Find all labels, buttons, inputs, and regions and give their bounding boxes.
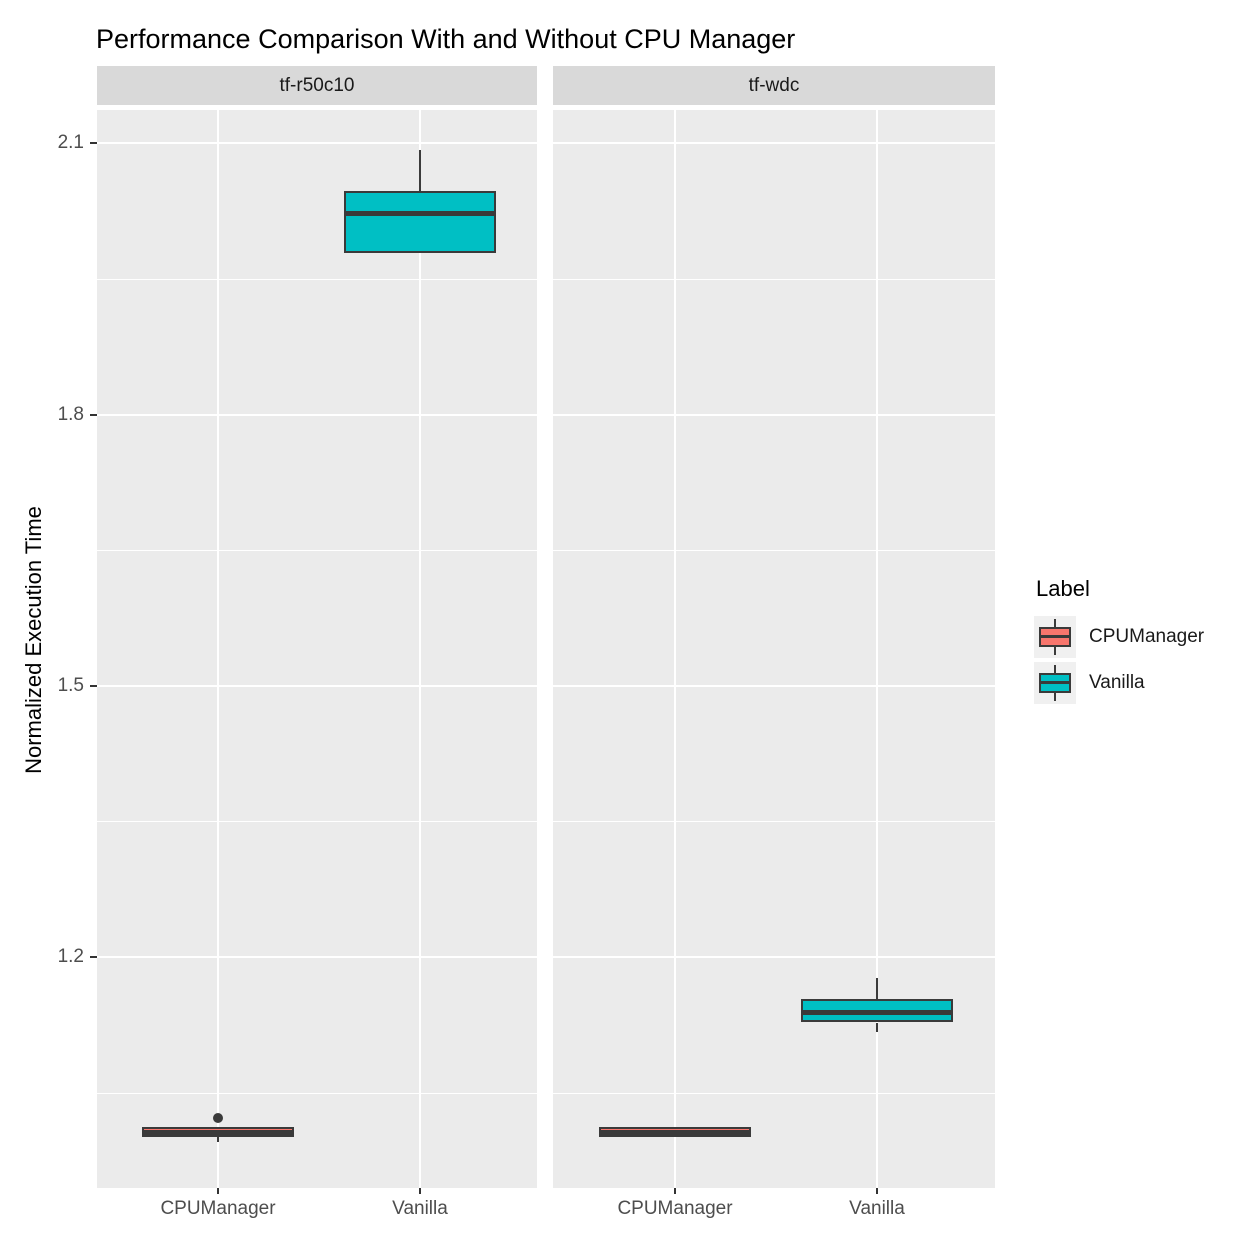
- legend-median-icon: [1039, 635, 1071, 638]
- major-gridline-horizontal: [97, 142, 537, 145]
- legend-median-icon: [1039, 681, 1071, 684]
- major-gridline-horizontal: [553, 956, 995, 959]
- y-tick-mark: [90, 685, 97, 687]
- x-tick-mark: [217, 1188, 219, 1194]
- legend: Label CPUManager Vanilla: [1034, 576, 1204, 708]
- facet-strip-label: tf-r50c10: [279, 74, 355, 96]
- boxplot-median-line: [142, 1130, 294, 1136]
- y-tick-mark: [90, 142, 97, 144]
- boxplot-median-line: [598, 1130, 751, 1136]
- major-gridline-horizontal: [97, 956, 537, 959]
- legend-entry-cpumanager: CPUManager: [1034, 616, 1204, 658]
- facet-strip-tf-r50c10: tf-r50c10: [97, 66, 537, 105]
- x-tick-label: CPUManager: [160, 1198, 276, 1219]
- major-gridline-horizontal: [97, 685, 537, 688]
- minor-gridline: [97, 549, 537, 551]
- y-tick-label: 1.5: [57, 675, 84, 696]
- y-tick-label: 2.1: [57, 132, 84, 153]
- whisker-upper: [418, 149, 421, 192]
- boxplot-median-line: [801, 1010, 954, 1016]
- y-tick-label: 1.2: [57, 946, 84, 967]
- y-tick-mark: [90, 956, 97, 958]
- minor-gridline: [97, 1092, 537, 1094]
- major-gridline-horizontal: [553, 413, 995, 416]
- facet-strip-label: tf-wdc: [748, 74, 800, 96]
- whisker-lower: [876, 1022, 879, 1033]
- major-gridline-horizontal: [97, 413, 537, 416]
- minor-gridline: [553, 1092, 995, 1094]
- minor-gridline: [97, 821, 537, 823]
- x-tick-label: CPUManager: [617, 1198, 733, 1219]
- outlier-point: [213, 1113, 223, 1124]
- x-tick-mark: [419, 1188, 421, 1194]
- major-gridline-horizontal: [553, 685, 995, 688]
- facet-panel-tf-wdc: [553, 110, 995, 1188]
- x-tick-label: Vanilla: [392, 1198, 448, 1219]
- major-gridline-vertical: [876, 110, 879, 1188]
- major-gridline-horizontal: [553, 142, 995, 145]
- legend-entry-vanilla: Vanilla: [1034, 662, 1204, 704]
- major-gridline-vertical: [673, 110, 676, 1188]
- y-axis-title: Normalized Execution Time: [21, 506, 46, 774]
- whisker-upper: [876, 978, 879, 999]
- facet-strip-tf-wdc: tf-wdc: [553, 66, 995, 105]
- boxplot-box: [343, 191, 496, 253]
- legend-label: Vanilla: [1089, 672, 1145, 693]
- y-tick-label: 1.8: [57, 404, 84, 425]
- y-tick-mark: [90, 414, 97, 416]
- minor-gridline: [553, 549, 995, 551]
- facet-panel-tf-r50c10: [97, 110, 537, 1188]
- major-gridline-vertical: [217, 110, 219, 1188]
- legend-key-boxplot-glyph: [1034, 662, 1076, 704]
- chart-title: Performance Comparison With and Without …: [96, 24, 796, 54]
- x-tick-mark: [876, 1188, 878, 1194]
- minor-gridline: [553, 821, 995, 823]
- boxplot-median-line: [343, 210, 496, 216]
- minor-gridline: [553, 278, 995, 280]
- minor-gridline: [97, 278, 537, 280]
- x-tick-label: Vanilla: [849, 1198, 905, 1219]
- legend-label: CPUManager: [1089, 626, 1205, 647]
- x-tick-mark: [674, 1188, 676, 1194]
- legend-key-boxplot-glyph: [1034, 616, 1076, 658]
- whisker-lower: [217, 1137, 219, 1142]
- major-gridline-vertical: [418, 110, 421, 1188]
- legend-title: Label: [1036, 576, 1090, 601]
